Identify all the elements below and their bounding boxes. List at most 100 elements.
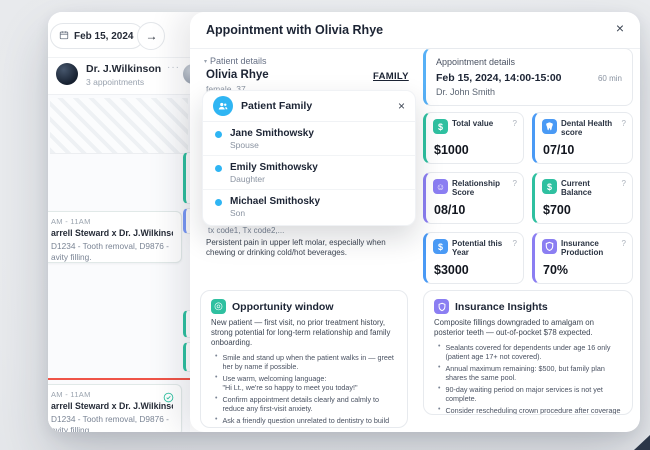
bullet-item: • Sealants covered for dependents under … (438, 343, 622, 361)
app-window: Feb 15, 2024 → Dr. J.Wilkinson 3 appoint… (48, 12, 640, 432)
bullet-item: • Smile and stand up when the patient wa… (215, 353, 397, 371)
appointment-time: AM - 11AM (51, 217, 91, 226)
metric-value: $700 (543, 203, 571, 217)
family-member-row[interactable]: Emily Smithowsky Daughter (203, 156, 415, 190)
bullet-item: • Annual maximum remaining: $500, but fa… (438, 364, 622, 382)
section-label-text: Patient details (210, 56, 267, 66)
help-icon[interactable]: ? (621, 179, 626, 188)
help-icon[interactable]: ? (621, 239, 626, 248)
bullet-text: Smile and stand up when the patient walk… (222, 353, 394, 372)
bullet-item: • Use warm, welcoming language: "Hi Lt.,… (215, 374, 397, 392)
bullet-text: Consider rescheduling crown procedure af… (445, 406, 621, 415)
calendar-column: Feb 15, 2024 → Dr. J.Wilkinson 3 appoint… (48, 12, 190, 432)
bullet-text: Sealants covered for dependents under ag… (445, 343, 611, 362)
current-date: Feb 15, 2024 (74, 30, 134, 42)
family-member-name: Jane Smithowsky (230, 128, 314, 139)
close-icon[interactable]: × (615, 20, 624, 36)
family-member-row[interactable]: Michael Smithosky Son (203, 190, 415, 223)
corner-shape (634, 435, 650, 450)
family-member-relation: Daughter (230, 174, 265, 184)
unavailable-slot-hatch (50, 98, 188, 154)
appointment-doctor: Dr. John Smith (436, 87, 496, 97)
appointment-modal: Appointment with Olivia Rhye × ▾ Patient… (190, 12, 640, 432)
bullet-icon: • (215, 395, 218, 403)
close-icon[interactable]: × (397, 99, 405, 113)
metric-label: Potential this Year (452, 239, 503, 258)
date-picker[interactable]: Feb 15, 2024 (50, 23, 145, 49)
metric-card-current-balance: $ Current Balance ? $700 (532, 172, 633, 224)
help-icon[interactable]: ? (512, 179, 517, 188)
appointment-time: AM - 11AM (51, 390, 91, 399)
appointment-duration: 60 min (597, 74, 622, 83)
calendar-grid: AM - 11AM arrell Steward x Dr. J.Wilkins… (48, 94, 190, 432)
help-icon[interactable]: ? (621, 119, 626, 128)
ellipsis-menu-icon[interactable]: ··· (167, 62, 180, 73)
metric-value: 08/10 (434, 203, 466, 217)
family-member-relation: Spouse (230, 140, 259, 150)
dollar-icon: $ (433, 119, 448, 134)
appointment-desc: D1234 - Tooth removal, D9876 - avity fil… (51, 241, 169, 262)
check-circle-icon (163, 390, 174, 403)
appointment-card[interactable]: AM - 11AM arrell Steward x Dr. J.Wilkins… (48, 211, 182, 263)
patient-meta: female, 37 (206, 84, 246, 94)
bullet-item: • Confirm appointment details clearly an… (215, 395, 397, 413)
bullet-text: Annual maximum remaining: $500, but fami… (445, 364, 605, 383)
family-member-row[interactable]: Jane Smithowsky Spouse (203, 122, 415, 156)
modal-header: Appointment with Olivia Rhye × (190, 12, 640, 49)
appointment-title: arrell Steward x Dr. J.Wilkinson (51, 401, 173, 411)
appointment-details-card: Appointment details Feb 15, 2024, 14:00-… (423, 48, 633, 106)
opportunity-window-card: ◎ Opportunity window New patient — first… (200, 290, 408, 428)
smiley-icon: ☺ (433, 179, 448, 194)
bullet-dot-icon (215, 199, 222, 206)
bullet-icon: • (438, 406, 441, 414)
bullet-icon: • (215, 416, 218, 424)
metric-label: Current Balance (561, 179, 592, 198)
target-icon: ◎ (211, 299, 226, 314)
family-member-name: Michael Smithosky (230, 196, 321, 207)
metric-card-total-value: $ Total value ? $1000 (423, 112, 524, 164)
date-control: Feb 15, 2024 → (50, 22, 166, 50)
insurance-insights-card: Insurance Insights Composite fillings do… (423, 290, 633, 415)
metrics-grid: $ Total value ? $1000 Dental Health scor… (423, 112, 633, 284)
metric-value: 70% (543, 263, 569, 277)
metric-card-dental-health: Dental Health score ? 07/10 (532, 112, 633, 164)
metric-label: Relationship Score (452, 179, 501, 198)
patient-codes-note: tx code1, Tx code2,... (208, 226, 285, 235)
appointment-datetime: Feb 15, 2024, 14:00-15:00 (436, 72, 562, 84)
next-day-button[interactable]: → (137, 22, 166, 50)
insurance-intro: Composite fillings downgraded to amalgam… (434, 318, 594, 338)
metric-label: Insurance Production (561, 239, 604, 258)
bullet-icon: • (438, 385, 441, 393)
insurance-title: Insurance Insights (455, 300, 548, 313)
insurance-bullets: • Sealants covered for dependents under … (434, 343, 622, 415)
appointment-details-label: Appointment details (436, 57, 516, 67)
bullet-icon: • (438, 343, 441, 351)
metric-card-relationship: ☺ Relationship Score ? 08/10 (423, 172, 524, 224)
appointment-desc: D1234 - Tooth removal, D9876 - avity fil… (51, 414, 169, 432)
caret-icon: ▾ (204, 58, 208, 65)
help-icon[interactable]: ? (512, 119, 517, 128)
popup-title: Patient Family (241, 100, 313, 112)
patient-name: Olivia Rhye (206, 69, 269, 81)
bullet-text: Ask a friendly question unrelated to den… (222, 416, 390, 427)
modal-title: Appointment with Olivia Rhye (206, 23, 384, 37)
appointment-card[interactable]: AM - 11AM arrell Steward x Dr. J.Wilkins… (48, 384, 182, 432)
tooth-icon (542, 119, 557, 134)
bullet-item: • Consider rescheduling crown procedure … (438, 406, 622, 415)
metric-value: 07/10 (543, 143, 575, 157)
doctor-name: Dr. J.Wilkinson (86, 63, 162, 75)
opportunity-title: Opportunity window (232, 300, 334, 313)
help-icon[interactable]: ? (512, 239, 517, 248)
metric-label: Total value (452, 119, 494, 128)
patient-complaint: Persistent pain in upper left molar, esp… (206, 238, 386, 258)
arrow-right-icon: → (145, 29, 158, 43)
calendar-icon (59, 27, 69, 45)
bullet-icon: • (215, 353, 218, 361)
family-member-name: Emily Smithowsky (230, 162, 318, 173)
metric-card-potential-year: $ Potential this Year ? $3000 (423, 232, 524, 284)
bullet-text: 90-day waiting period on major services … (445, 385, 603, 404)
doctor-appointment-count: 3 appointments (86, 77, 145, 87)
appointment-title: arrell Steward x Dr. J.Wilkinson (51, 228, 173, 238)
bullet-dot-icon (215, 165, 222, 172)
family-link[interactable]: FAMILY (373, 71, 409, 82)
